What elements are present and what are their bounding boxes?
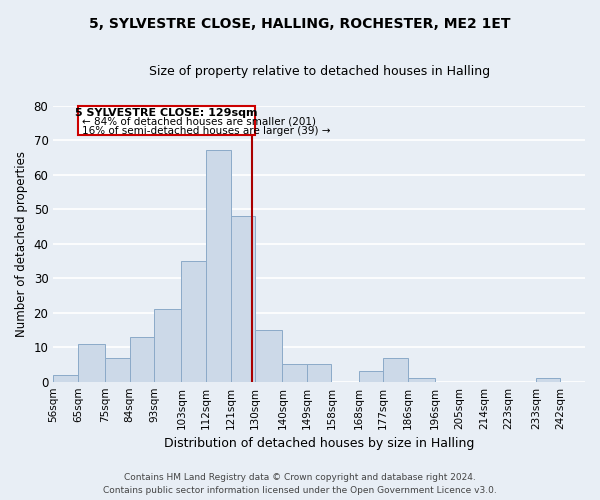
Bar xyxy=(536,378,560,382)
Bar xyxy=(383,358,408,382)
Text: ← 84% of detached houses are smaller (201): ← 84% of detached houses are smaller (20… xyxy=(82,116,316,126)
Bar xyxy=(181,261,206,382)
X-axis label: Distribution of detached houses by size in Halling: Distribution of detached houses by size … xyxy=(164,437,475,450)
Y-axis label: Number of detached properties: Number of detached properties xyxy=(15,150,28,336)
Bar xyxy=(408,378,435,382)
Text: 5, SYLVESTRE CLOSE, HALLING, ROCHESTER, ME2 1ET: 5, SYLVESTRE CLOSE, HALLING, ROCHESTER, … xyxy=(89,18,511,32)
Bar xyxy=(105,358,130,382)
Bar xyxy=(206,150,230,382)
Bar xyxy=(78,344,105,382)
Bar xyxy=(255,330,283,382)
Text: 16% of semi-detached houses are larger (39) →: 16% of semi-detached houses are larger (… xyxy=(82,126,331,136)
Bar xyxy=(307,364,331,382)
Bar xyxy=(53,375,78,382)
Title: Size of property relative to detached houses in Halling: Size of property relative to detached ho… xyxy=(149,65,490,78)
FancyBboxPatch shape xyxy=(78,106,255,135)
Bar xyxy=(230,216,255,382)
Text: Contains HM Land Registry data © Crown copyright and database right 2024.
Contai: Contains HM Land Registry data © Crown c… xyxy=(103,473,497,495)
Bar xyxy=(283,364,307,382)
Text: 5 SYLVESTRE CLOSE: 129sqm: 5 SYLVESTRE CLOSE: 129sqm xyxy=(75,108,258,118)
Bar xyxy=(359,372,383,382)
Bar xyxy=(154,309,181,382)
Bar xyxy=(130,337,154,382)
